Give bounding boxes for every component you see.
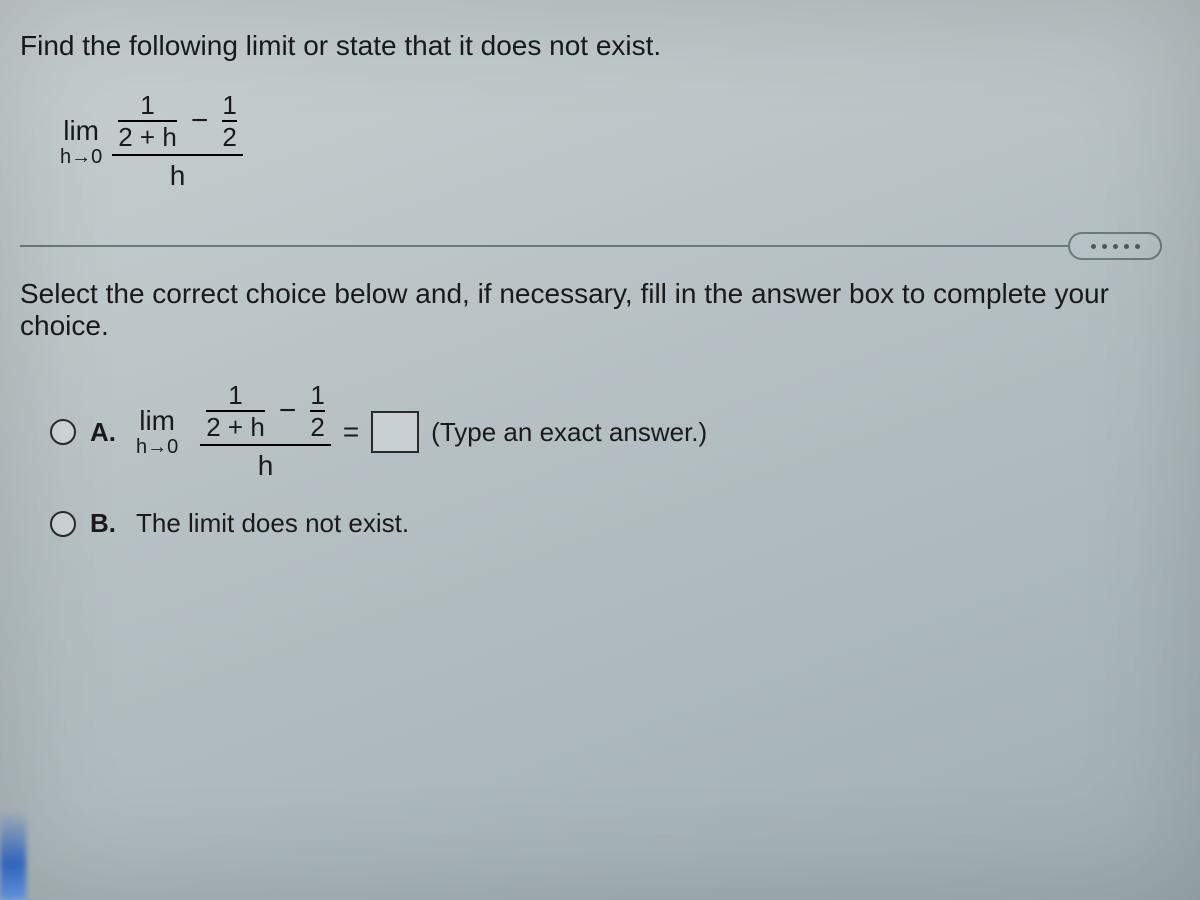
frac2-num-a: 1 xyxy=(310,382,324,410)
instruction-text: Select the correct choice below and, if … xyxy=(20,278,1180,342)
frac2-num: 1 xyxy=(222,92,236,120)
equals-sign: = xyxy=(343,416,359,448)
radio-b[interactable] xyxy=(50,511,76,537)
frac2-den: 2 xyxy=(222,122,236,150)
minus-sign: − xyxy=(191,104,209,138)
inner-fraction-1: 1 2 + h xyxy=(118,92,177,150)
frac1-den: 2 + h xyxy=(118,122,177,150)
frac1-num-a: 1 xyxy=(228,382,242,410)
lim-word: lim xyxy=(63,117,99,145)
outer-numerator: 1 2 + h − 1 2 xyxy=(112,92,243,154)
outer-denominator: h xyxy=(170,156,186,192)
dot-icon xyxy=(1135,244,1140,249)
answer-hint: (Type an exact answer.) xyxy=(431,417,707,448)
choice-a-body: lim h→0 1 2 + h − 1 2 xyxy=(136,382,707,482)
frac1-num: 1 xyxy=(140,92,154,120)
choice-b-text: The limit does not exist. xyxy=(136,508,409,539)
choice-a-label: A. xyxy=(90,417,118,448)
limit-operator-a: lim h→0 xyxy=(136,407,178,457)
limit-operator: lim h→0 xyxy=(60,117,102,167)
minus-sign-a: − xyxy=(279,394,297,428)
outer-numerator-a: 1 2 + h − 1 2 xyxy=(200,382,331,444)
frac1-den-a: 2 + h xyxy=(206,412,265,440)
section-divider xyxy=(20,232,1180,260)
dot-icon xyxy=(1091,244,1096,249)
dot-icon xyxy=(1124,244,1129,249)
dot-icon xyxy=(1102,244,1107,249)
frac2-den-a: 2 xyxy=(310,412,324,440)
limit-expression: lim h→0 1 2 + h − 1 2 h xyxy=(60,92,243,192)
inner-fraction-2a: 1 2 xyxy=(310,382,324,440)
choice-b: B. The limit does not exist. xyxy=(50,508,1180,539)
outer-fraction: 1 2 + h − 1 2 h xyxy=(112,92,243,192)
choice-b-label: B. xyxy=(90,508,118,539)
dot-icon xyxy=(1113,244,1118,249)
outer-denominator-a: h xyxy=(258,446,274,482)
lim-subscript-a: h→0 xyxy=(136,437,178,457)
outer-fraction-a: 1 2 + h − 1 2 h xyxy=(200,382,331,482)
horizontal-rule xyxy=(20,245,1068,247)
choices-group: A. lim h→0 1 2 + h − 1 xyxy=(50,382,1180,539)
more-pill[interactable] xyxy=(1068,232,1162,260)
inner-fraction-1a: 1 2 + h xyxy=(206,382,265,440)
radio-a[interactable] xyxy=(50,419,76,445)
inner-fraction-2: 1 2 xyxy=(222,92,236,150)
answer-input[interactable] xyxy=(371,411,419,453)
question-text: Find the following limit or state that i… xyxy=(20,30,1180,62)
choice-a: A. lim h→0 1 2 + h − 1 xyxy=(50,382,1180,482)
lim-word-a: lim xyxy=(139,407,175,435)
lim-subscript: h→0 xyxy=(60,147,102,167)
photo-artifact xyxy=(0,810,26,900)
